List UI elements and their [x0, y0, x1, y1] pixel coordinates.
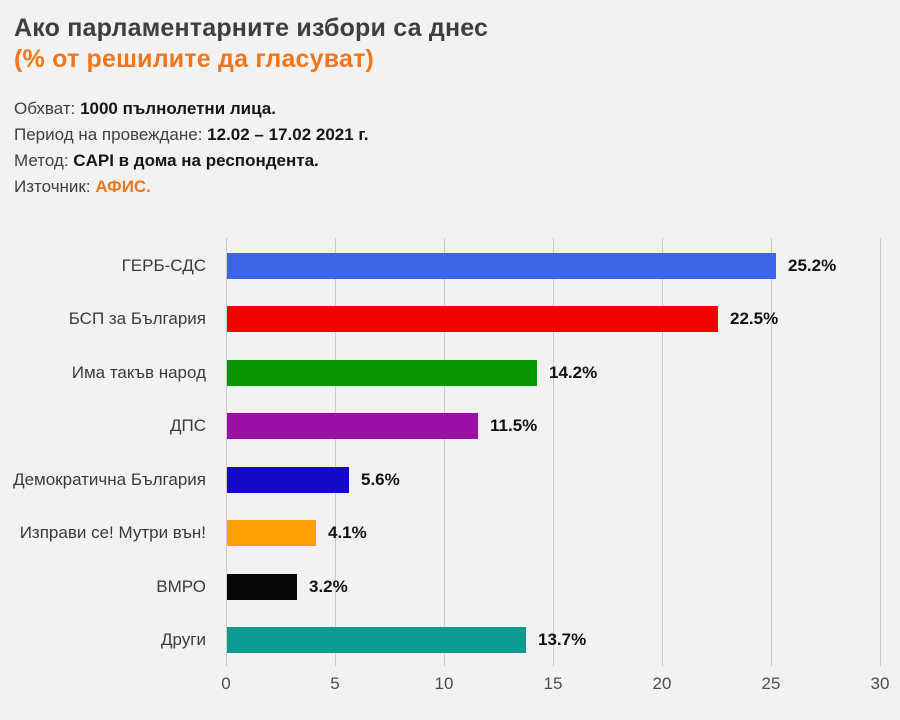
axis-tick-mark — [444, 654, 445, 666]
category-label: ДПС — [169, 416, 206, 436]
value-label: 22.5% — [730, 309, 779, 329]
x-axis-tick-label: 15 — [543, 674, 563, 693]
meta-label: Източник: — [14, 177, 96, 196]
x-axis-tick-label: 10 — [434, 674, 454, 693]
gridline — [335, 238, 336, 654]
bar-3 — [227, 359, 537, 386]
gridline — [662, 238, 663, 654]
category-label: Има такъв народ — [71, 362, 206, 382]
x-axis-tick-label: 5 — [330, 674, 340, 693]
bar-2 — [227, 306, 718, 333]
survey-meta: Обхват: 1000 пълнолетни лица. Период на п… — [14, 96, 369, 200]
bar-8 — [227, 627, 526, 653]
gridline — [553, 238, 554, 654]
axis-tick-mark — [771, 654, 772, 666]
page-title: Ако парламентарните избори са днес — [14, 14, 489, 42]
bar-7 — [227, 573, 297, 600]
axis-tick-mark — [662, 654, 663, 666]
meta-line: Източник: АФИС. — [14, 174, 369, 200]
bar-6 — [227, 520, 316, 547]
meta-line: Обхват: 1000 пълнолетни лица. — [14, 96, 369, 122]
value-label: 25.2% — [788, 256, 837, 275]
meta-label: Обхват: — [14, 99, 81, 118]
axis-tick-mark — [880, 654, 881, 666]
value-label: 3.2% — [309, 576, 348, 596]
gridline — [771, 238, 772, 654]
value-label: 14.2% — [549, 362, 598, 382]
meta-label: Метод: — [14, 151, 74, 170]
x-axis-tick-label: 25 — [761, 674, 781, 693]
gridline — [226, 238, 227, 654]
gridline — [880, 238, 881, 654]
x-axis-tick-label: 0 — [221, 674, 231, 693]
category-label: Други — [161, 630, 206, 649]
bar-4 — [227, 413, 478, 440]
axis-tick-mark — [335, 654, 336, 666]
value-label: 11.5% — [490, 416, 538, 436]
category-label: Изправи се! Мутри вън! — [19, 523, 206, 543]
bar-5 — [227, 466, 349, 493]
category-label: ВМРО — [156, 576, 206, 596]
gridline — [444, 238, 445, 654]
axis-tick-mark — [226, 654, 227, 666]
value-label: 4.1% — [328, 523, 367, 543]
bar-1 — [227, 253, 776, 279]
category-label: Демократична България — [13, 469, 206, 489]
value-label: 13.7% — [538, 630, 587, 649]
meta-line: Период на провеждане: 12.02 – 17.02 2021… — [14, 122, 369, 148]
meta-value: АФИС. — [95, 177, 151, 196]
meta-value: 12.02 – 17.02 2021 г. — [207, 125, 369, 144]
meta-value: 1000 пълнолетни лица. — [80, 99, 276, 118]
x-axis-tick-label: 20 — [652, 674, 672, 693]
x-axis-tick-label: 30 — [870, 674, 890, 693]
meta-value: CAPI в дома на респондента. — [73, 151, 319, 170]
meta-line: Метод: CAPI в дома на респондента. — [14, 148, 369, 174]
page-subtitle: (% от решилите да гласуват) — [14, 45, 375, 73]
category-label: ГЕРБ-СДС — [121, 256, 206, 275]
value-label: 5.6% — [361, 469, 400, 489]
meta-label: Период на провеждане: — [14, 125, 208, 144]
category-label: БСП за България — [68, 309, 206, 329]
axis-tick-mark — [553, 654, 554, 666]
